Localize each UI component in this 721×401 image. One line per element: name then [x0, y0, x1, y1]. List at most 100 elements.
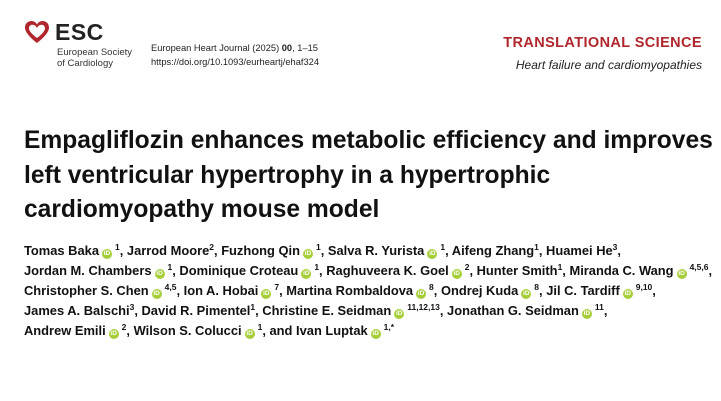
affiliation-number: 11 [594, 301, 604, 312]
author-item: Raghuveera K. Goel iD2 [326, 261, 470, 279]
orcid-icon[interactable]: iD [108, 328, 119, 339]
author-name: Hunter Smith [476, 262, 558, 278]
author-item: Dominique Croteau iD1 [179, 261, 320, 279]
section-type: TRANSLATIONAL SCIENCE [503, 35, 702, 51]
author-item: Ivan Luptak iD1,* [296, 321, 395, 339]
author-name: Ondrej Kuda [440, 282, 519, 298]
affiliation-number: 1 [534, 242, 539, 252]
author-item: Jordan M. Chambers iD1 [24, 261, 173, 279]
author-name: Wilson S. Colucci [133, 322, 242, 338]
author-item: Fuzhong Qin iD1 [221, 242, 321, 259]
affiliation-number: 1 [257, 321, 263, 332]
author-name: Jonathan G. Seidman [447, 302, 579, 318]
author-item: David R. Pimentel1 [141, 301, 256, 318]
affiliation-number: 8 [429, 281, 434, 292]
author-name: Christine E. Seidman [262, 302, 392, 318]
journal-reference: European Heart Journal (2025) 00, 1–15 [151, 41, 319, 55]
author-item: Martina Rombaldova iD8 [286, 281, 434, 299]
affiliation-number: 1 [315, 242, 321, 252]
author-item: Hunter Smith1 [477, 263, 563, 278]
affiliation-number: 1 [167, 261, 173, 272]
orcid-icon[interactable]: iD [521, 288, 532, 299]
author-name: Huamei He [546, 243, 613, 258]
author-name: Martina Rombaldova [286, 282, 414, 298]
author-item: Ion A. Hobai iD7 [183, 281, 280, 299]
article-section: TRANSLATIONAL SCIENCE Heart failure and … [503, 35, 702, 73]
author-item: Tomas Baka iD1 [24, 242, 120, 259]
orcid-icon[interactable]: iD [622, 288, 633, 299]
logo-society-name: European Society of Cardiology [57, 47, 132, 69]
orcid-icon[interactable]: iD [151, 288, 162, 299]
author-name: Jarrod Moore [126, 243, 210, 258]
journal-volume: 00 [281, 43, 293, 53]
orcid-icon[interactable]: iD [154, 268, 165, 279]
author-name: Ivan Luptak [296, 322, 368, 338]
author-conjunction: and [269, 322, 293, 338]
orcid-icon[interactable]: iD [427, 249, 438, 259]
affiliation-number: 2 [121, 321, 127, 332]
affiliation-number: 11,12,13 [407, 301, 440, 312]
author-item: Wilson S. Colucci iD1 [133, 321, 263, 339]
author-name: Tomas Baka [24, 243, 99, 258]
author-name: Fuzhong Qin [221, 243, 300, 258]
orcid-icon[interactable]: iD [676, 268, 687, 279]
affiliation-number: 1 [440, 242, 446, 252]
author-item: Jil C. Tardiff iD9,10 [546, 281, 653, 299]
author-item: Salva R. Yurista iD1 [327, 242, 446, 259]
affiliation-number: 1,* [383, 321, 395, 332]
author-item: Huamei He3 [546, 243, 617, 258]
author-name: Ion A. Hobai [183, 282, 259, 298]
article-title: Empagliflozin enhances metabolic efficie… [24, 127, 713, 223]
affiliation-number: 9,10 [635, 281, 653, 292]
heart-logo-icon [25, 21, 49, 43]
orcid-icon[interactable]: iD [261, 288, 272, 299]
orcid-icon[interactable]: iD [302, 249, 313, 259]
section-subtype: Heart failure and cardiomyopathies [515, 58, 702, 72]
author-item: Jonathan G. Seidman iD11 [447, 301, 604, 319]
author-item: James A. Balschi3 [24, 301, 135, 318]
affiliation-number: 3 [129, 301, 135, 312]
author-name: Raghuveera K. Goel [326, 262, 449, 278]
affiliation-number: 1 [250, 301, 256, 312]
author-item: Ondrej Kuda iD8 [440, 281, 540, 299]
author-name: Andrew Emili [24, 322, 106, 338]
author-name: Christopher S. Chen [24, 282, 149, 298]
journal-citation: European Heart Journal (2025) 00, 1–15 h… [151, 41, 319, 69]
author-item: Miranda C. Wang iD4,5,6 [569, 261, 709, 279]
orcid-icon[interactable]: iD [416, 288, 427, 299]
affiliation-number: 2 [464, 261, 470, 272]
orcid-icon[interactable]: iD [370, 328, 381, 339]
author-name: David R. Pimentel [141, 302, 251, 318]
author-item: Jarrod Moore2 [127, 243, 214, 258]
affiliation-number: 8 [534, 281, 540, 292]
author-name: James A. Balschi [24, 302, 130, 318]
journal-name: European Heart Journal (2025) [151, 43, 280, 53]
affiliation-number: 1 [557, 261, 563, 272]
affiliation-number: 2 [209, 242, 215, 252]
orcid-icon[interactable]: iD [581, 308, 592, 319]
author-name: Salva R. Yurista [327, 243, 425, 258]
orcid-icon[interactable]: iD [451, 268, 462, 279]
logo-abbr: ESC [55, 19, 104, 45]
affiliation-number: 4,5,6 [689, 261, 709, 272]
author-name: Jil C. Tardiff [546, 282, 620, 298]
orcid-icon[interactable]: iD [301, 268, 312, 279]
journal-pages: , 1–15 [292, 43, 318, 53]
esc-logo: ESC European Society of Cardiology [24, 18, 134, 78]
author-name: Dominique Croteau [179, 262, 299, 278]
author-item: Andrew Emili iD2 [24, 321, 127, 339]
author-item: Aifeng Zhang1 [452, 243, 539, 258]
author-name: Aifeng Zhang [451, 243, 535, 258]
affiliation-number: 1 [115, 242, 120, 252]
orcid-icon[interactable]: iD [244, 328, 255, 339]
orcid-icon[interactable]: iD [102, 249, 112, 259]
author-list: Tomas Baka iD1, Jarrod Moore2, Fuzhong Qi… [24, 242, 713, 339]
affiliation-number: 4,5 [164, 281, 177, 292]
affiliation-number: 3 [612, 242, 618, 252]
journal-doi[interactable]: https://doi.org/10.1093/eurheartj/ehaf32… [151, 57, 319, 67]
author-item: Christopher S. Chen iD4,5 [24, 281, 177, 299]
affiliation-number: 1 [314, 261, 320, 272]
affiliation-number: 7 [274, 281, 280, 292]
orcid-icon[interactable]: iD [394, 308, 405, 319]
author-item: Christine E. Seidman iD11,12,13 [262, 301, 440, 319]
